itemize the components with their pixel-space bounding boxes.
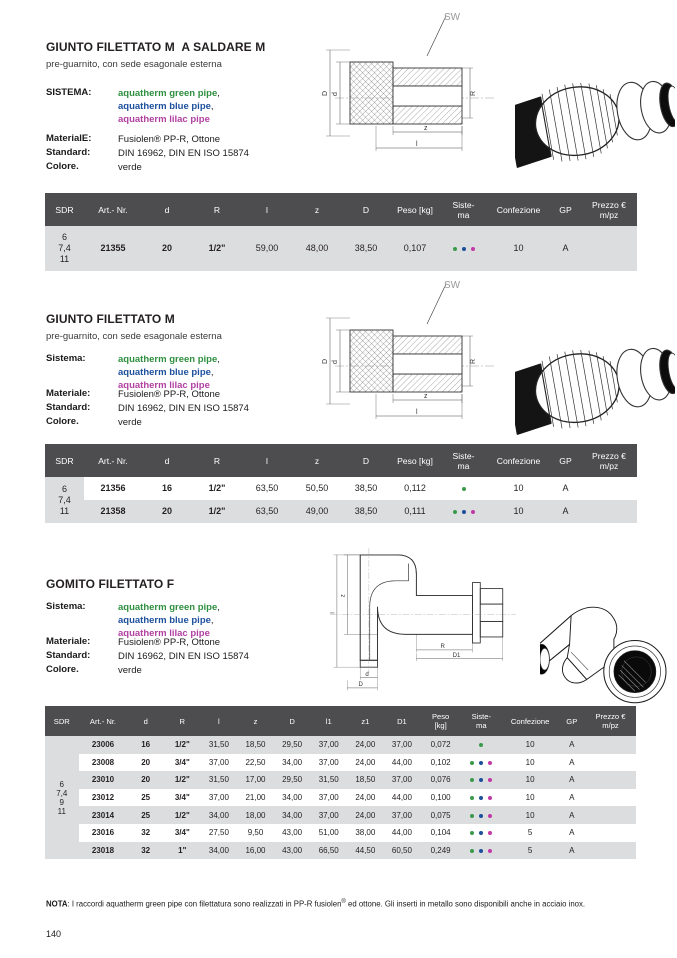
svg-text:R: R [470,91,477,96]
svg-text:SW: SW [444,12,461,23]
svg-text:D1: D1 [453,653,461,659]
svg-text:SW: SW [444,280,461,291]
svg-text:D: D [322,359,329,364]
svg-text:d: d [332,360,339,364]
svg-text:R: R [470,359,477,364]
svg-text:l: l [416,409,418,416]
svg-text:D: D [322,91,329,96]
svg-text:d: d [365,672,368,678]
svg-text:z: z [341,594,347,597]
svg-text:l: l [416,141,418,148]
svg-text:z: z [424,393,428,400]
svg-text:D: D [359,682,364,688]
svg-text:d: d [332,92,339,96]
svg-text:R: R [441,644,446,650]
svg-text:l: l [330,612,336,613]
svg-text:z: z [424,125,428,132]
